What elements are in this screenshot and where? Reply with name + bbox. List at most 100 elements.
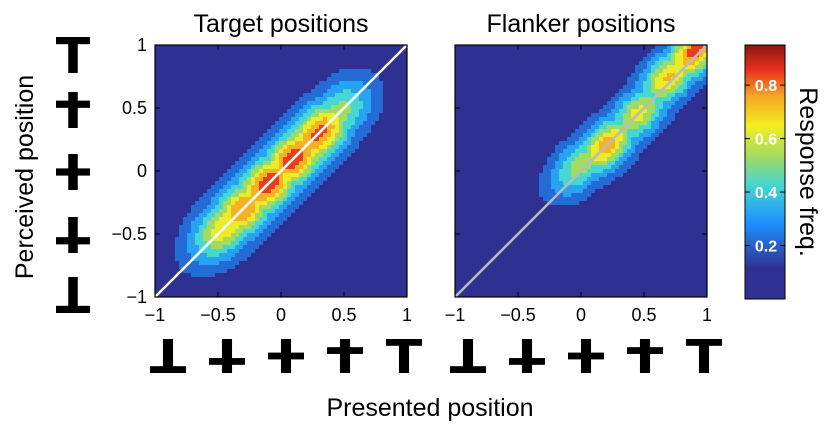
heatmap-cell (339, 93, 344, 98)
heatmap-cell (215, 145, 220, 150)
heatmap-cell (335, 273, 340, 278)
heatmap-cell (255, 273, 260, 278)
heatmap-cell (199, 213, 204, 218)
heatmap-cell (267, 65, 272, 70)
heatmap-cell (387, 229, 392, 234)
heatmap-cell (183, 289, 188, 294)
heatmap-cell (183, 149, 188, 154)
heatmap-cell (331, 265, 336, 270)
heatmap-cell (271, 225, 276, 230)
heatmap-cell (227, 97, 232, 102)
heatmap-cell (483, 133, 488, 138)
heatmap-cell (263, 189, 268, 194)
heatmap-cell (255, 97, 260, 102)
heatmap-cell (307, 153, 312, 158)
heatmap-cell (303, 133, 308, 138)
heatmap-cell (483, 277, 488, 282)
heatmap-cell (343, 189, 348, 194)
heatmap-cell (227, 121, 232, 126)
heatmap-cell (171, 149, 176, 154)
heatmap-cell (211, 177, 216, 182)
heatmap-cell (239, 149, 244, 154)
heatmap-cell (187, 97, 192, 102)
heatmap-cell (483, 65, 488, 70)
heatmap-cell (227, 125, 232, 130)
heatmap-cell (187, 149, 192, 154)
heatmap-cell (287, 145, 292, 150)
heatmap-cell (359, 81, 364, 86)
heatmap-cell (323, 201, 328, 206)
heatmap-cell (183, 105, 188, 110)
heatmap-cell (167, 261, 172, 266)
heatmap-cell (171, 225, 176, 230)
heatmap-cell (355, 245, 360, 250)
heatmap-cell (199, 189, 204, 194)
heatmap-cell (495, 185, 500, 190)
heatmap-cell (171, 45, 176, 50)
heatmap-cell (399, 257, 404, 262)
heatmap-cell (331, 261, 336, 266)
heatmap-cell (331, 113, 336, 118)
heatmap-cell (195, 101, 200, 106)
heatmap-cell (327, 241, 332, 246)
heatmap-cell (379, 289, 384, 294)
heatmap-cell (343, 53, 348, 58)
heatmap-cell (479, 217, 484, 222)
heatmap-cell (507, 273, 512, 278)
heatmap-cell (231, 121, 236, 126)
heatmap-cell (183, 121, 188, 126)
heatmap-cell (159, 93, 164, 98)
heatmap-cell (323, 237, 328, 242)
heatmap-cell (239, 113, 244, 118)
heatmap-cell (511, 161, 516, 166)
heatmap-cell (179, 57, 184, 62)
heatmap-cell (335, 89, 340, 94)
heatmap-cell (287, 141, 292, 146)
heatmap-cell (171, 237, 176, 242)
heatmap-cell (155, 121, 160, 126)
heatmap-cell (483, 261, 488, 266)
heatmap-cell (367, 177, 372, 182)
heatmap-cell (323, 137, 328, 142)
heatmap-cell (323, 165, 328, 170)
heatmap-cell (155, 101, 160, 106)
heatmap-cell (471, 293, 476, 297)
heatmap-cell (187, 109, 192, 114)
heatmap-cell (487, 153, 492, 158)
heatmap-cell (395, 281, 400, 286)
heatmap-cell (275, 249, 280, 254)
heatmap-cell (367, 125, 372, 130)
heatmap-cell (455, 177, 460, 182)
heatmap-cell (511, 121, 516, 126)
heatmap-cell (263, 241, 268, 246)
heatmap-cell (347, 169, 352, 174)
heatmap-cell (491, 201, 496, 206)
heatmap-cell (471, 61, 476, 66)
heatmap-cell (491, 269, 496, 274)
heatmap-cell (255, 93, 260, 98)
heatmap-cell (319, 125, 324, 130)
heatmap-cell (511, 113, 516, 118)
heatmap-cell (507, 113, 512, 118)
heatmap-cell (339, 225, 344, 230)
heatmap-cell (227, 61, 232, 66)
heatmap-cell (403, 93, 407, 98)
heatmap-cell (379, 185, 384, 190)
heatmap-cell (499, 281, 504, 286)
heatmap-cell (235, 73, 240, 78)
heatmap-cell (223, 253, 228, 258)
heatmap-cell (239, 217, 244, 222)
heatmap-cell (399, 277, 404, 282)
heatmap-cell (291, 245, 296, 250)
heatmap-cell (263, 77, 268, 82)
heatmap-cell (471, 173, 476, 178)
heatmap-cell (155, 117, 160, 122)
heatmap-cell (207, 221, 212, 226)
heatmap-cell (483, 213, 488, 218)
heatmap-cell (351, 253, 356, 258)
heatmap-cell (195, 181, 200, 186)
heatmap-cell (507, 253, 512, 258)
heatmap-cell (499, 273, 504, 278)
heatmap-cell (455, 97, 460, 102)
heatmap-cell (335, 53, 340, 58)
